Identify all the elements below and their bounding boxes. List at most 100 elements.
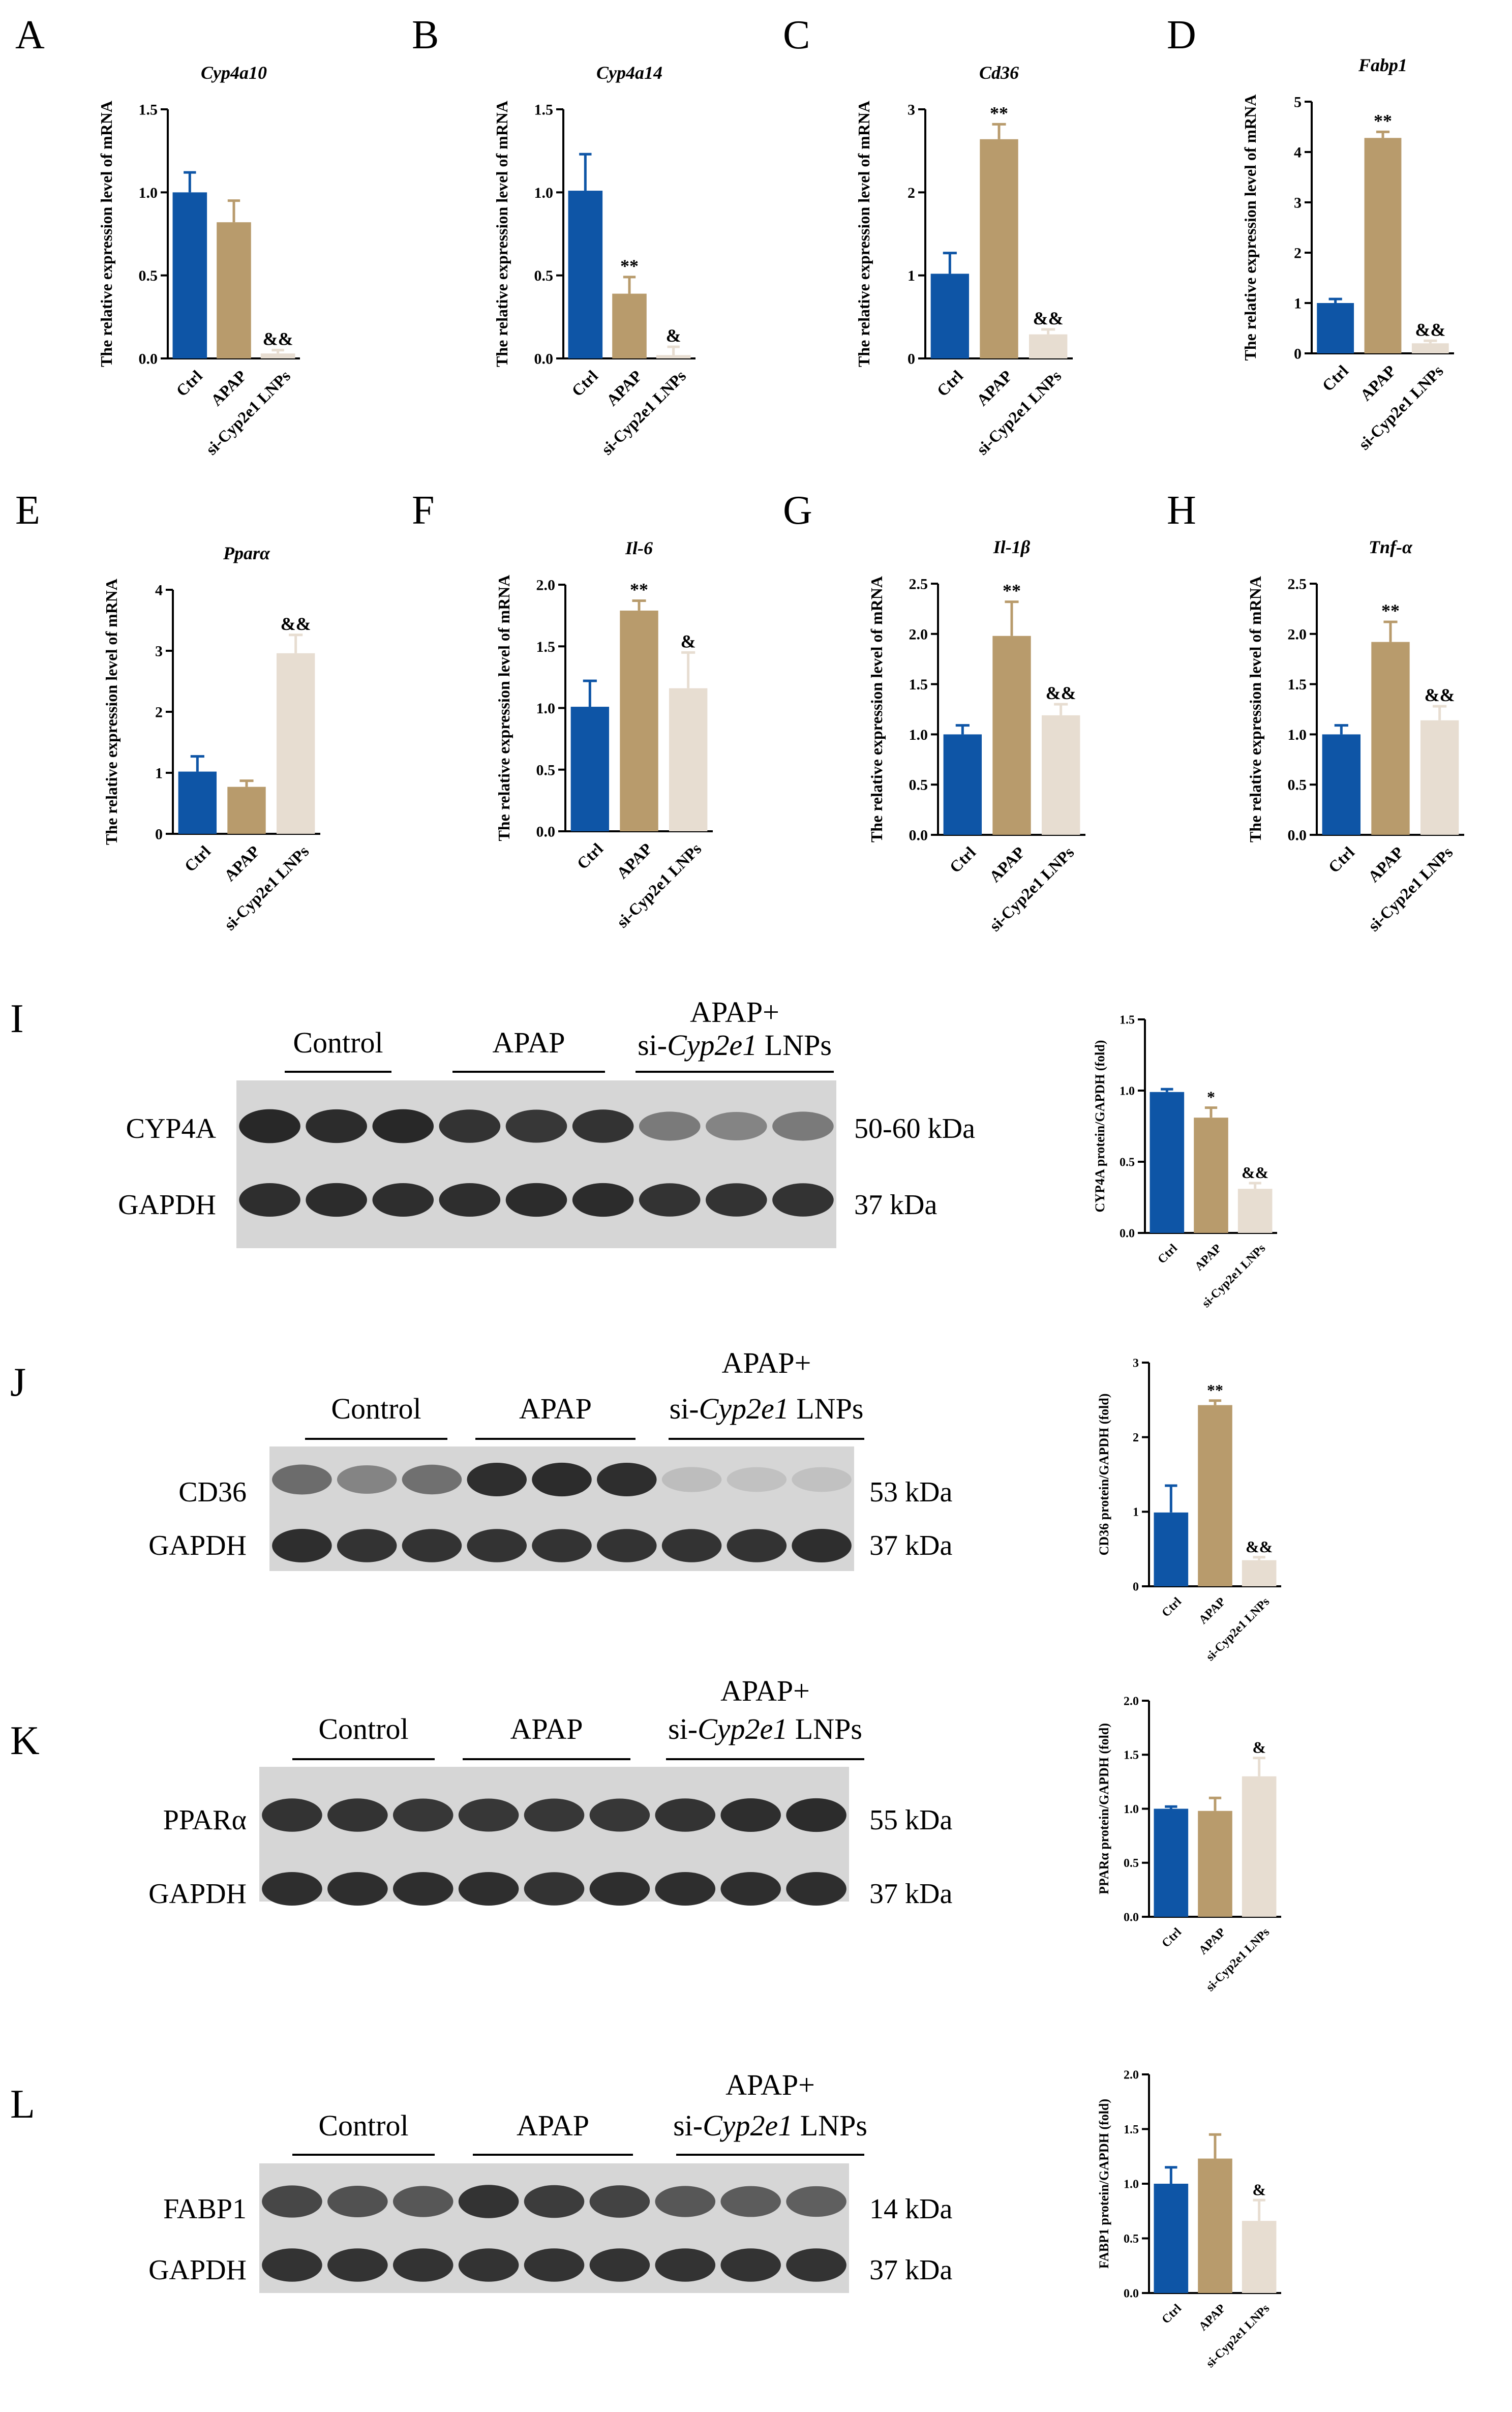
category-label: APAP <box>1356 361 1399 404</box>
y-tick-label: 1.0 <box>909 727 928 743</box>
bar-apap <box>1198 1405 1232 1586</box>
gene-name: Cyp2e1 <box>698 1712 788 1745</box>
blot-band <box>327 1872 388 1906</box>
si-prefix: si- <box>668 1712 698 1745</box>
category-label: Ctrl <box>180 842 214 876</box>
group-label-control: Control <box>318 1712 408 1745</box>
protein-size: 37 kDa <box>869 1530 952 1561</box>
y-tick-label: 0.5 <box>1124 1857 1139 1870</box>
significance-mark: && <box>1242 1163 1268 1182</box>
panel-letter: E <box>15 488 40 533</box>
y-tick-label: 1 <box>1294 295 1302 312</box>
blot-band <box>337 1529 397 1562</box>
group-label-apap: APAP <box>519 1392 592 1425</box>
y-axis-label: The relative expression level of mRNA <box>97 101 115 367</box>
y-tick-label: 0 <box>908 351 915 368</box>
category-label: Ctrl <box>1159 1925 1184 1950</box>
blot-band <box>439 1183 501 1217</box>
gene-name: Cyp2e1 <box>667 1029 757 1062</box>
blot-band <box>327 2248 388 2282</box>
significance-mark: && <box>263 329 293 349</box>
blot-band <box>458 2248 519 2282</box>
bar-apap <box>980 139 1018 358</box>
bar-ctrl <box>1154 1808 1189 1917</box>
y-axis-label: The relative expression level of mRNA <box>855 101 873 367</box>
group-label-control: Control <box>318 2109 408 2142</box>
y-tick-label: 2 <box>155 704 163 721</box>
y-axis-label: The relative expression level of mRNA <box>493 101 511 367</box>
group-label-control: Control <box>331 1392 421 1425</box>
y-tick-label: 1 <box>1133 1506 1139 1519</box>
blot-band <box>655 2186 716 2217</box>
si-prefix: si- <box>638 1029 667 1062</box>
blot-band <box>458 1872 519 1906</box>
chart-title: Cyp4a10 <box>201 63 267 83</box>
blot-band <box>306 1183 367 1217</box>
gene-name: Cyp2e1 <box>703 2109 793 2142</box>
panel-letter: C <box>783 13 810 57</box>
bar-si-cyp2e1-lnps <box>1029 334 1068 358</box>
y-tick-label: 2.5 <box>1288 576 1307 593</box>
y-tick-label: 0.0 <box>1288 827 1307 844</box>
group-label-apap-plus: APAP+ <box>720 1674 810 1707</box>
y-tick-label: 2.0 <box>536 577 556 594</box>
blot-band <box>402 1464 462 1495</box>
blot-band <box>720 1872 781 1906</box>
y-axis-label: The relative expression level of mRNA <box>1246 576 1264 842</box>
bar-chart: 0 1 2 3 4 5 The relative expression level of m… <box>1241 55 1454 454</box>
y-tick-label: 0.5 <box>536 762 556 778</box>
y-tick-label: 4 <box>1294 144 1302 161</box>
y-tick-label: 0.5 <box>1288 777 1307 794</box>
blot-band <box>392 1798 453 1832</box>
lnps-suffix: LNPs <box>793 2109 867 2142</box>
bar-apap <box>1371 642 1410 835</box>
y-tick-label: 1 <box>155 765 163 782</box>
significance-mark: && <box>1046 683 1076 703</box>
bar-apap <box>612 293 647 358</box>
significance-mark: * <box>1207 1088 1215 1106</box>
y-tick-label: 3 <box>908 102 915 118</box>
group-label-apap-plus: APAP+ <box>722 1346 811 1379</box>
blot-band <box>458 1798 519 1832</box>
blot-band <box>727 1467 787 1492</box>
blot-band <box>661 1529 722 1562</box>
y-tick-label: 1 <box>908 267 915 284</box>
blot-band <box>524 1798 585 1832</box>
bar-apap <box>992 636 1031 835</box>
panel-letter: H <box>1167 488 1196 533</box>
significance-mark: && <box>281 614 311 634</box>
y-tick-label: 0 <box>1294 346 1302 363</box>
blot-band <box>786 2186 846 2217</box>
y-tick-label: 1.0 <box>139 185 158 201</box>
y-tick-label: 1.0 <box>1288 727 1307 743</box>
blot-band <box>392 2186 453 2217</box>
bar-chart: 0.0 0.5 1.0 1.5 CYP4A protein/GAPDH (fold) Ct… <box>1093 1013 1277 1310</box>
panel-letter: K <box>10 1718 40 1763</box>
category-label: APAP <box>602 367 645 409</box>
bar-apap <box>620 610 658 831</box>
blot-band <box>720 1798 781 1832</box>
category-label: Ctrl <box>1159 2302 1184 2327</box>
significance-mark: & <box>1252 1738 1266 1757</box>
category-label: Ctrl <box>1159 1595 1184 1620</box>
significance-mark: & <box>666 325 681 346</box>
bar-ctrl <box>1150 1092 1185 1233</box>
protein-name: CYP4A <box>126 1113 217 1144</box>
group-label-si-lnps: si-Cyp2e1 LNPs <box>668 1712 862 1745</box>
y-tick-label: 0.0 <box>1124 1911 1139 1924</box>
significance-mark: ** <box>1003 581 1021 601</box>
blot-band <box>786 1798 846 1832</box>
category-label: si-Cyp2e1 LNPs <box>221 842 313 934</box>
significance-mark: ** <box>1207 1381 1223 1399</box>
y-tick-label: 1.5 <box>534 102 554 118</box>
y-tick-label: 3 <box>1133 1356 1139 1370</box>
bar-chart: 0.0 0.5 1.0 1.5 2.0 2.5 The relative expressio… <box>867 537 1085 935</box>
protein-name: GAPDH <box>148 1530 247 1561</box>
y-tick-label: 2.0 <box>1124 1695 1139 1708</box>
blot-band <box>327 2186 388 2217</box>
blot-band <box>772 1111 834 1141</box>
blot-band <box>402 1529 462 1562</box>
y-tick-label: 0 <box>1133 1580 1139 1593</box>
bar-chart: 0.0 0.5 1.0 1.5 2.0 FABP1 protein/GAPDH (fold… <box>1097 2068 1281 2370</box>
protein-name: CD36 <box>178 1476 247 1508</box>
